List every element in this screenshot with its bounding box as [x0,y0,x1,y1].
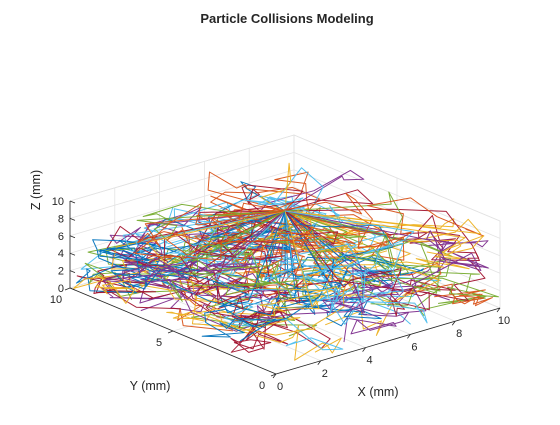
chart-title: Particle Collisions Modeling [200,11,373,26]
trajectory-line [284,210,493,307]
trajectory-line [109,210,391,332]
y-tick-label: 5 [156,337,162,349]
trajectory-line [284,210,485,260]
trajectory-line [262,210,405,261]
z-tick-mark [69,252,76,256]
z-tick-mark [69,270,76,273]
z-tick-label: 6 [58,231,64,243]
x-axis-line [275,307,501,375]
trajectory-group [73,162,499,361]
trajectory-line [134,203,356,261]
trajectory-line [259,210,338,313]
trajectory-line [180,210,286,353]
gridline-z [69,151,501,239]
z-tick-mark [69,287,76,291]
trajectory-line [284,210,482,315]
trajectory-line [284,210,442,325]
trajectory-line [257,197,387,282]
trajectory-line [73,210,286,304]
trajectory-line [102,210,286,283]
z-tick-label: 2 [58,266,64,278]
trajectory-line [260,207,370,253]
x-tick-label: 8 [456,328,462,340]
trajectory-line [76,210,286,300]
trajectory-line [198,210,311,353]
trajectory-line [95,189,374,310]
x-tick-mark [272,373,277,379]
y-tick-mark [167,330,174,334]
x-tick-mark [496,307,501,313]
trajectory-line [201,210,335,342]
z-tick-mark [69,200,76,204]
z-tick-label: 8 [58,213,64,225]
z-tick-mark [69,235,76,239]
trajectory-line [284,210,424,278]
trajectory-line [192,210,293,299]
x-tick-label: 2 [322,368,328,380]
x-tick-label: 0 [277,381,283,393]
x-tick-mark [317,360,322,366]
y-tick-label: 0 [259,380,265,392]
x-axis-label: X (mm) [358,385,399,399]
x-tick-mark [407,334,411,339]
trajectory-line [75,210,297,316]
z-tick-label: 0 [58,283,64,295]
trajectory-line [173,208,341,267]
y-tick-mark [64,287,71,291]
z-tick-label: 4 [58,248,64,260]
z-axis-label: Z (mm) [29,170,43,210]
y-axis-label: Y (mm) [130,379,171,393]
y-tick-mark [270,373,277,377]
trajectory-line [99,210,286,308]
gridline-z [69,186,501,274]
z-tick-mark [69,218,76,221]
x-tick-mark [451,320,456,326]
x-tick-label: 4 [367,355,373,367]
x-tick-label: 10 [498,315,510,327]
trajectory-line [265,192,485,248]
trajectory-line [122,206,286,268]
gridline-z [69,134,501,222]
trajectory-line [284,210,428,324]
trajectory-line [219,210,344,351]
trajectory-line [284,210,430,317]
x-tick-label: 6 [411,341,417,353]
z-tick-label: 10 [52,196,64,208]
trajectory-line [136,203,367,257]
y-tick-label: 10 [50,294,62,306]
x-tick-mark [362,347,366,352]
